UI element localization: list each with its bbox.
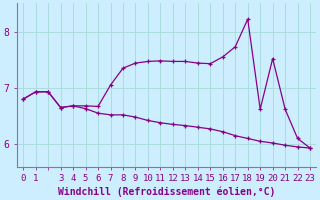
X-axis label: Windchill (Refroidissement éolien,°C): Windchill (Refroidissement éolien,°C): [58, 186, 275, 197]
